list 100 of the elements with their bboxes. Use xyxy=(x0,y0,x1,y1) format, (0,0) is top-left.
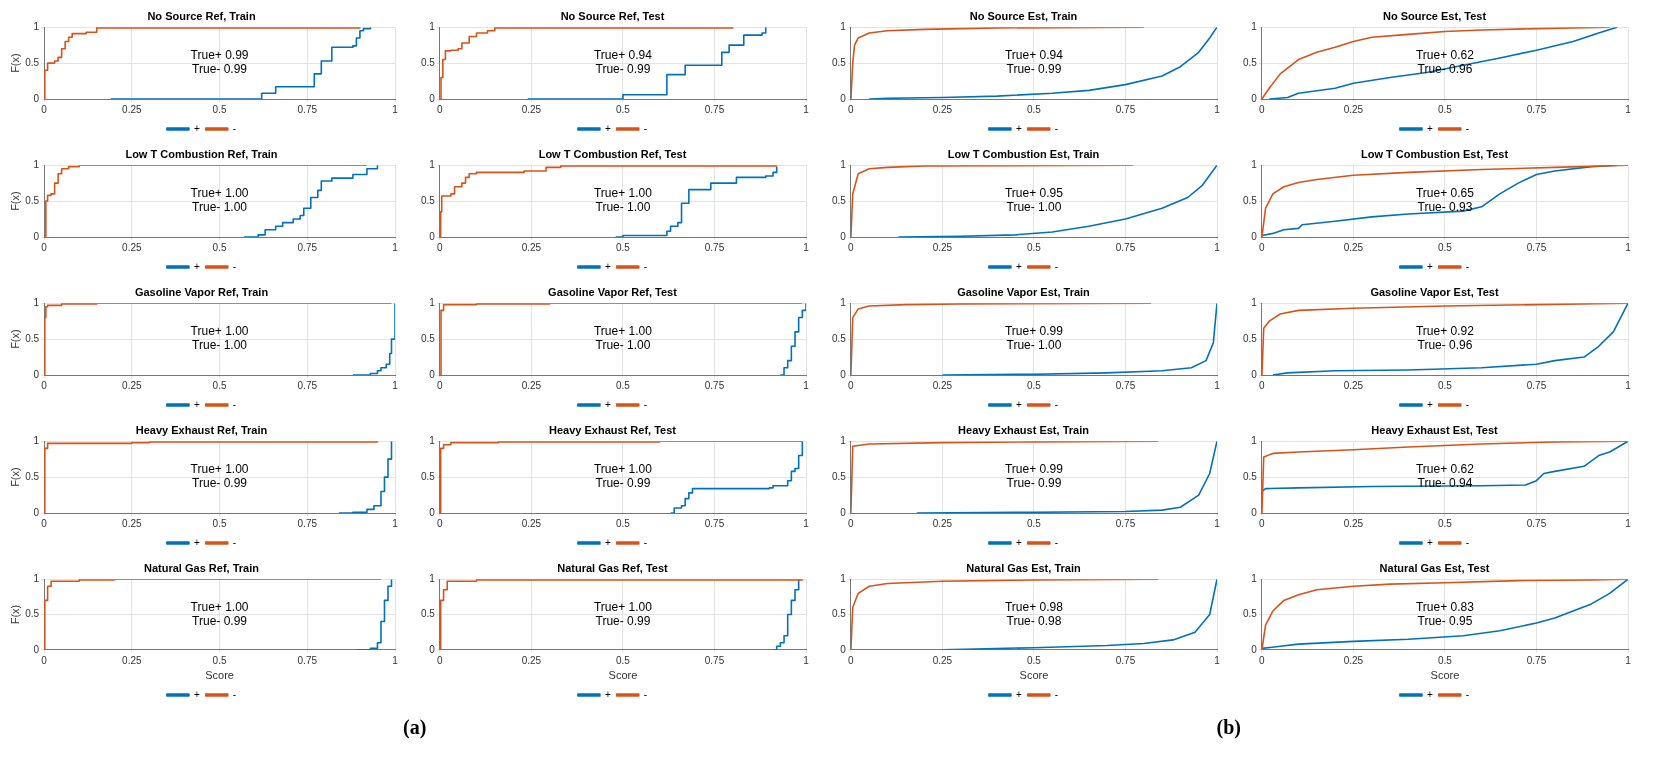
x-tick-label: 0 xyxy=(437,379,444,391)
y-tick-label: 1 xyxy=(840,20,847,32)
x-tick-label: 0.5 xyxy=(616,241,631,253)
annotation: True- 0.99 xyxy=(192,62,248,77)
chart-title: Natural Gas Est, Train xyxy=(966,561,1081,574)
x-tick-label: 1 xyxy=(392,241,399,253)
y-tick-label: 0.5 xyxy=(832,56,847,68)
chart-title: Heavy Exhaust Est, Test xyxy=(1371,423,1499,436)
y-tick-label: 0 xyxy=(33,230,40,242)
x-tick-label: 0.5 xyxy=(212,517,227,529)
x-tick-label: 0.25 xyxy=(521,241,542,253)
y-tick-label: 1 xyxy=(33,296,40,308)
x-tick-label: 0.75 xyxy=(1526,379,1547,391)
legend-label: - xyxy=(643,260,648,272)
y-tick-label: 0 xyxy=(429,92,436,104)
x-tick-label: 0.5 xyxy=(616,379,631,391)
chart-title: Heavy Exhaust Ref, Test xyxy=(549,423,677,436)
y-tick-label: 1 xyxy=(1251,572,1258,584)
x-tick-label: 1 xyxy=(803,517,810,529)
x-tick-label: 1 xyxy=(803,654,810,666)
legend-label: + xyxy=(604,122,611,134)
x-tick-label: 0.25 xyxy=(932,654,953,666)
y-tick-label: 0 xyxy=(1251,92,1258,104)
x-tick-label: 0.5 xyxy=(1027,241,1042,253)
x-tick-label: 1 xyxy=(392,517,399,529)
x-tick-label: 0 xyxy=(437,517,444,529)
x-tick-label: 0.5 xyxy=(1027,103,1042,115)
annotation: True- 0.99 xyxy=(1006,62,1062,77)
legend-label: + xyxy=(604,688,611,700)
y-tick-label: 0.5 xyxy=(832,194,847,206)
legend-label: - xyxy=(1054,536,1059,548)
annotation: True+ 0.99 xyxy=(190,48,249,63)
legend-label: - xyxy=(232,260,237,272)
y-tick-label: 0 xyxy=(33,506,40,518)
x-tick-label: 1 xyxy=(803,103,810,115)
x-tick-label: 1 xyxy=(1214,379,1221,391)
x-tick-label: 0.5 xyxy=(212,241,227,253)
legend-label: - xyxy=(1465,122,1470,134)
x-tick-label: 0.75 xyxy=(1115,379,1136,391)
x-tick-label: 0.5 xyxy=(1438,379,1453,391)
y-tick-label: 0.5 xyxy=(1243,608,1258,620)
text: (b) xyxy=(1216,716,1241,739)
x-tick-label: 0 xyxy=(41,379,48,391)
x-tick-label: 0 xyxy=(1259,654,1266,666)
x-tick-label: 0.5 xyxy=(1027,379,1042,391)
x-tick-label: 0 xyxy=(848,517,855,529)
legend-label: - xyxy=(232,398,237,410)
chart-title: Natural Gas Ref, Train xyxy=(144,561,260,574)
x-tick-label: 0.75 xyxy=(297,379,318,391)
legend-label: - xyxy=(643,122,648,134)
legend-label: + xyxy=(193,536,200,548)
y-tick-label: 1 xyxy=(33,158,40,170)
annotation: True+ 0.65 xyxy=(1415,186,1475,201)
y-axis-title: F(x) xyxy=(8,53,21,73)
legend-label: + xyxy=(1015,260,1022,272)
x-tick-label: 1 xyxy=(803,379,810,391)
y-tick-label: 1 xyxy=(1251,20,1258,32)
y-tick-label: 1 xyxy=(33,434,40,446)
annotation: True+ 0.62 xyxy=(1415,462,1475,477)
annotation: True- 0.99 xyxy=(595,62,651,77)
chart-title: Gasoline Vapor Est, Train xyxy=(957,285,1091,298)
x-tick-label: 0.25 xyxy=(521,517,542,529)
legend-label: + xyxy=(1426,688,1433,700)
y-tick-label: 0 xyxy=(429,643,436,655)
x-tick-label: 0.75 xyxy=(1526,654,1547,666)
x-tick-label: 0.5 xyxy=(212,379,227,391)
annotation: True+ 1.00 xyxy=(593,462,653,477)
x-tick-label: 0 xyxy=(41,517,48,529)
y-tick-label: 0.5 xyxy=(421,608,436,620)
annotation: True- 1.00 xyxy=(595,200,651,215)
legend-label: - xyxy=(643,536,648,548)
x-tick-label: 0.25 xyxy=(122,517,142,529)
legend-label: - xyxy=(1054,688,1059,700)
y-tick-label: 0 xyxy=(840,230,847,242)
chart-title: No Source Ref, Train xyxy=(147,9,256,22)
x-tick-label: 0.5 xyxy=(616,103,631,115)
x-tick-label: 1 xyxy=(1625,103,1632,115)
x-tick-label: 0.75 xyxy=(297,517,318,529)
x-tick-label: 0 xyxy=(1259,379,1266,391)
x-tick-label: 0.75 xyxy=(1115,654,1136,666)
x-tick-label: 0.5 xyxy=(1438,103,1453,115)
y-tick-label: 0.5 xyxy=(25,194,40,206)
x-tick-label: 0.5 xyxy=(616,654,631,666)
legend-label: + xyxy=(604,260,611,272)
y-tick-label: 1 xyxy=(429,158,436,170)
legend-label: - xyxy=(1465,260,1470,272)
annotation: True+ 1.00 xyxy=(593,186,653,201)
x-tick-label: 0.5 xyxy=(1438,517,1453,529)
legend-label: - xyxy=(1054,122,1059,134)
x-tick-label: 1 xyxy=(803,241,810,253)
annotation: True+ 1.00 xyxy=(593,599,653,614)
legend-label: - xyxy=(643,398,648,410)
legend-label: + xyxy=(1426,536,1433,548)
y-tick-label: 0.5 xyxy=(832,332,847,344)
annotation: True- 0.99 xyxy=(595,476,651,491)
chart-title: Natural Gas Est, Test xyxy=(1379,561,1490,574)
x-tick-label: 0.25 xyxy=(932,103,953,115)
legend-label: + xyxy=(604,398,611,410)
y-tick-label: 1 xyxy=(33,20,40,32)
x-tick-label: 0 xyxy=(848,379,855,391)
